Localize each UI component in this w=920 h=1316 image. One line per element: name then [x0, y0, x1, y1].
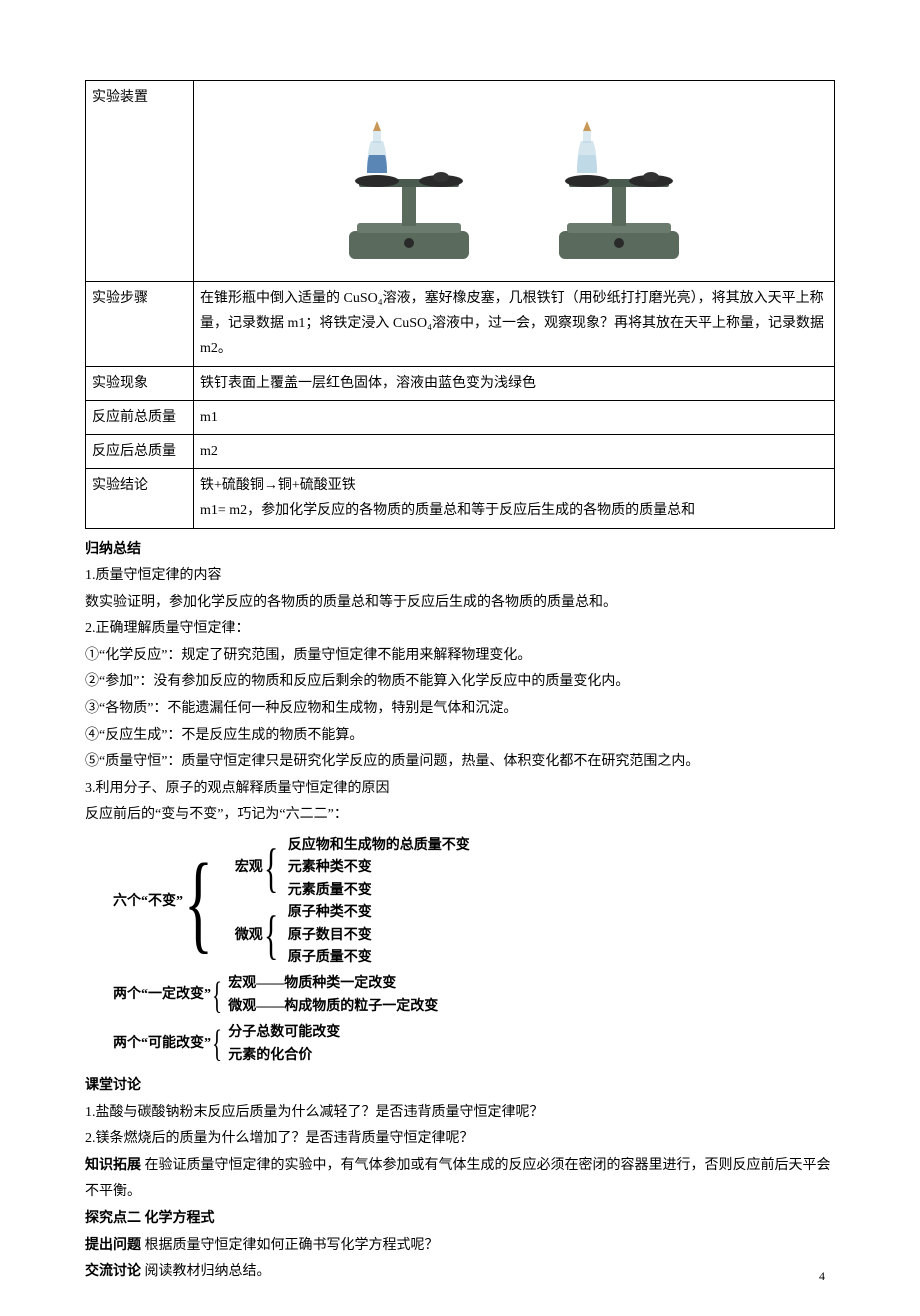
conclusion-line1: 铁+硫酸铜→铜+硫酸亚铁	[200, 473, 828, 498]
two-change-0: 宏观——物质种类一定改变	[228, 973, 438, 995]
summary-p2-item-2: ③“各物质”：不能遗漏任何一种反应物和生成物，特别是气体和沉淀。	[85, 696, 835, 723]
six-macro-1: 元素种类不变	[288, 857, 470, 879]
summary-p2-item-1: ②“参加”：没有参加反应的物质和反应后剩余的物质不能算入化学反应中的质量变化内。	[85, 669, 835, 696]
expand-text: 在验证质量守恒定律的实验中，有气体参加或有气体生成的反应必须在密闭的容器里进行，…	[85, 1158, 831, 1200]
summary-p1-text: 数实验证明，参加化学反应的各物质的质量总和等于反应后生成的各物质的质量总和。	[85, 590, 835, 617]
two-change-lead: 两个“一定改变”	[113, 982, 211, 1009]
discuss-title: 课堂讨论	[85, 1073, 835, 1100]
brace-icon: {	[184, 858, 213, 946]
brace-icon: {	[264, 914, 278, 957]
point2-q-text: 根据质量守恒定律如何正确书写化学方程式呢？	[141, 1238, 439, 1253]
row-mass-after-content: m2	[194, 434, 835, 468]
summary-title: 归纳总结	[85, 537, 835, 564]
row-device-label: 实验装置	[86, 81, 194, 282]
summary-p3-label: 3.利用分子、原子的观点解释质量守恒定律的原因	[85, 776, 835, 803]
discuss-q2: 2.镁条燃烧后的质量为什么增加了？是否违背质量守恒定律呢？	[85, 1126, 835, 1153]
summary-p2-item-0: ①“化学反应”：规定了研究范围，质量守恒定律不能用来解释物理变化。	[85, 643, 835, 670]
point2-q: 提出问题 根据质量守恒定律如何正确书写化学方程式呢？	[85, 1233, 835, 1260]
brace-icon: {	[212, 981, 222, 1011]
expand-line: 知识拓展 在验证质量守恒定律的实验中，有气体参加或有气体生成的反应必须在密闭的容…	[85, 1153, 835, 1206]
row-mass-after-label: 反应后总质量	[86, 434, 194, 468]
summary-p2-item-3: ④“反应生成”：不是反应生成的物质不能算。	[85, 723, 835, 750]
six-micro-1: 原子数目不变	[288, 925, 372, 947]
two-maybe-1: 元素的化合价	[228, 1045, 340, 1067]
six-macro-0: 反应物和生成物的总质量不变	[288, 835, 470, 857]
row-conclusion-content: 铁+硫酸铜→铜+硫酸亚铁 m1= m2，参加化学反应的各物质的质量总和等于反应后…	[194, 469, 835, 528]
row-mass-before-label: 反应前总质量	[86, 400, 194, 434]
point2-q-label: 提出问题	[85, 1238, 141, 1253]
summary-p2-label: 2.正确理解质量守恒定律：	[85, 616, 835, 643]
six-micro-label: 微观	[235, 925, 263, 947]
six-macro-2: 元素质量不变	[288, 880, 470, 902]
six-lead: 六个“不变”	[113, 889, 183, 916]
conclusion-line2: m1= m2，参加化学反应的各物质的质量总和等于反应后生成的各物质的质量总和	[200, 498, 828, 523]
row-mass-before-content: m1	[194, 400, 835, 434]
two-maybe-0: 分子总数可能改变	[228, 1022, 340, 1044]
point2-label: 探究点二 化学方程式	[85, 1206, 835, 1233]
row-conclusion-label: 实验结论	[86, 469, 194, 528]
row-steps-content: 在锥形瓶中倒入适量的 CuSO₄溶液，塞好橡皮塞，几根铁钉（用砂纸打打磨光亮），…	[194, 282, 835, 367]
six-micro-0: 原子种类不变	[288, 902, 372, 924]
page-number: 4	[819, 1265, 825, 1288]
point2-d: 交流讨论 阅读教材归纳总结。	[85, 1259, 835, 1286]
point2-d-label: 交流讨论	[85, 1264, 141, 1279]
two-maybe-lead: 两个“可能改变”	[113, 1031, 211, 1058]
row-phenomenon-label: 实验现象	[86, 366, 194, 400]
six-macro-label: 宏观	[235, 857, 263, 879]
row-steps-label: 实验步骤	[86, 282, 194, 367]
brace-icon: {	[212, 1029, 222, 1059]
experiment-table: 实验装置	[85, 80, 835, 529]
summary-p1-label: 1.质量守恒定律的内容	[85, 563, 835, 590]
two-change-group: 两个“一定改变” { 宏观——物质种类一定改变 微观——构成物质的粒子一定改变	[113, 973, 835, 1018]
brace-icon: {	[264, 847, 278, 890]
discuss-q1: 1.盐酸与碳酸钠粉末反应后质量为什么减轻了？是否违背质量守恒定律呢？	[85, 1100, 835, 1127]
balance-after-icon	[539, 91, 699, 271]
two-change-1: 微观——构成物质的粒子一定改变	[228, 996, 438, 1018]
balance-before-icon	[329, 91, 489, 271]
row-device-content	[194, 81, 835, 282]
balance-images	[200, 85, 828, 277]
expand-label: 知识拓展	[85, 1158, 141, 1173]
row-phenomenon-content: 铁钉表面上覆盖一层红色固体，溶液由蓝色变为浅绿色	[194, 366, 835, 400]
point2-d-text: 阅读教材归纳总结。	[141, 1264, 271, 1279]
six-unchanged-group: 六个“不变” { 宏观 { 反应物和生成物的总质量不变 元素种类不变 元素质量不…	[113, 835, 835, 969]
summary-p3-text: 反应前后的“变与不变”，巧记为“六二二”：	[85, 802, 835, 829]
summary-p2-item-4: ⑤“质量守恒”：质量守恒定律只是研究化学反应的质量问题，热量、体积变化都不在研究…	[85, 749, 835, 776]
six-micro-2: 原子质量不变	[288, 947, 372, 969]
two-maybe-group: 两个“可能改变” { 分子总数可能改变 元素的化合价	[113, 1022, 835, 1067]
brace-diagram: 六个“不变” { 宏观 { 反应物和生成物的总质量不变 元素种类不变 元素质量不…	[113, 835, 835, 1067]
